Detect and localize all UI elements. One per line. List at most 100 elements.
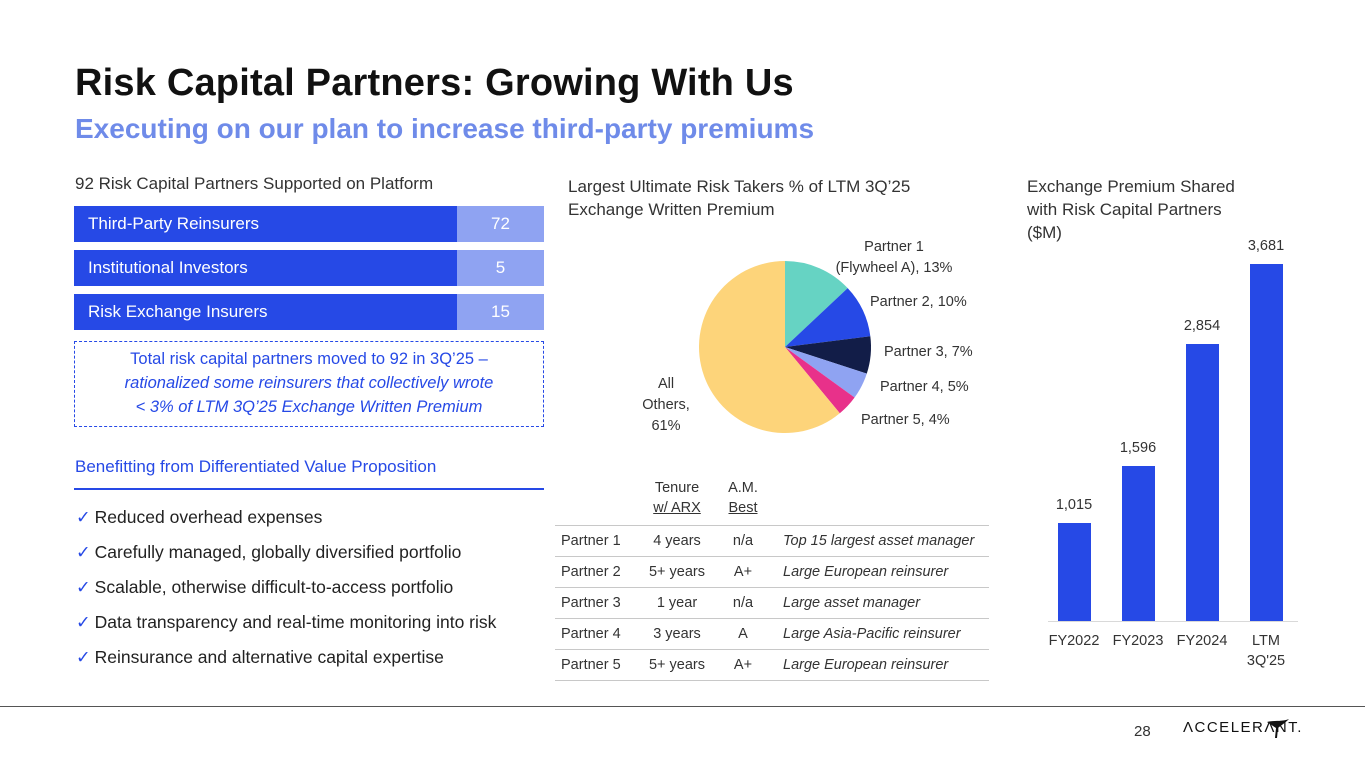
tenure-cell: 1 year bbox=[637, 587, 717, 619]
company-logo: ΛCCELERΛNT. bbox=[1183, 719, 1303, 738]
desc-cell: Large European reinsurer bbox=[769, 556, 989, 588]
benefit-item: ✓ Data transparency and real-time monitor… bbox=[76, 612, 496, 633]
pie-chart bbox=[699, 261, 871, 433]
desc-cell: Large Asia-Pacific reinsurer bbox=[769, 618, 989, 650]
check-icon: ✓ bbox=[76, 507, 91, 527]
benefit-item: ✓ Carefully managed, globally diversified… bbox=[76, 542, 461, 563]
benefit-text: Carefully managed, globally diversified … bbox=[94, 542, 462, 562]
bar-category-label: FY2022 bbox=[1048, 633, 1100, 649]
benefit-item: ✓ Reinsurance and alternative capital exp… bbox=[76, 647, 444, 668]
rating-cell: A bbox=[717, 618, 769, 650]
bar-category-label: FY2024 bbox=[1176, 633, 1228, 649]
partner-type-count: 5 bbox=[457, 250, 544, 286]
bar-ltm-3q25 bbox=[1249, 264, 1283, 621]
pie-label-partner-1: Partner 1 (Flywheel A), 13% bbox=[832, 237, 956, 279]
note-line: < 3% of LTM 3Q’25 Exchange Written Premi… bbox=[135, 398, 483, 416]
pie-label-others: All Others, 61% bbox=[630, 374, 702, 437]
pie-slice-partner-1-flywheel-a bbox=[785, 261, 848, 347]
pie-slice-partner-4 bbox=[785, 347, 867, 398]
note-line: Total risk capital partners moved to 92 … bbox=[130, 350, 488, 368]
partner-type-count: 15 bbox=[457, 294, 544, 330]
table-row: Partner 4 3 years A Large Asia-Pacific r… bbox=[555, 618, 989, 650]
page-title: Risk Capital Partners: Growing With Us bbox=[75, 62, 794, 104]
partner-cell: Partner 1 bbox=[555, 525, 637, 557]
pie-label-line: 61% bbox=[651, 418, 681, 434]
table-row: Partner 3 1 year n/a Large asset manager bbox=[555, 587, 989, 619]
pie-label-line: Others, bbox=[642, 397, 690, 413]
pie-label-partner-2: Partner 2, 10% bbox=[870, 294, 967, 310]
rating-cell: n/a bbox=[717, 587, 769, 619]
benefit-text: Reinsurance and alternative capital expe… bbox=[94, 647, 444, 667]
bar-category-label: FY2023 bbox=[1112, 633, 1164, 649]
partner-type-label: Institutional Investors bbox=[74, 250, 457, 286]
pie-slice-partner-5 bbox=[785, 347, 855, 414]
pie-heading-line: Exchange Written Premium bbox=[568, 200, 775, 219]
bar-value-label: 3,681 bbox=[1247, 238, 1285, 254]
pie-slice-partner-2 bbox=[785, 288, 871, 347]
divider bbox=[74, 488, 544, 490]
benefit-text: Data transparency and real-time monitori… bbox=[94, 612, 497, 632]
bar-axis-line bbox=[1048, 621, 1298, 622]
page-subtitle: Executing on our plan to increase third-… bbox=[75, 113, 815, 144]
benefit-item: ✓ Scalable, otherwise difficult-to-access… bbox=[76, 577, 453, 598]
desc-cell: Top 15 largest asset manager bbox=[769, 525, 989, 557]
partner-cell: Partner 3 bbox=[555, 587, 637, 619]
partner-type-label: Third-Party Reinsurers bbox=[74, 206, 457, 242]
bar-category-line: 3Q'25 bbox=[1246, 653, 1286, 669]
table-header-row: Tenure w/ ARX A.M. Best bbox=[555, 478, 989, 526]
table-header-desc bbox=[769, 478, 989, 526]
note-line: rationalized some reinsurers that collec… bbox=[124, 374, 494, 392]
bar-heading-line: ($M) bbox=[1027, 223, 1062, 242]
pie-label-partner-3: Partner 3, 7% bbox=[884, 344, 973, 360]
bar-fy2023 bbox=[1121, 466, 1155, 621]
check-icon: ✓ bbox=[76, 542, 91, 562]
table-row: Partner 5 5+ years A+ Large European rei… bbox=[555, 649, 989, 681]
tenure-cell: 3 years bbox=[637, 618, 717, 650]
bar-fy2022 bbox=[1057, 522, 1091, 621]
partner-type-label: Risk Exchange Insurers bbox=[74, 294, 457, 330]
pie-heading: Largest Ultimate Risk Takers % of LTM 3Q… bbox=[568, 175, 910, 221]
bar-heading: Exchange Premium Shared with Risk Capita… bbox=[1027, 175, 1235, 244]
pie-label-line: Partner 1 bbox=[864, 239, 924, 255]
footer-divider bbox=[0, 706, 1365, 707]
bar-category-label: LTM 3Q'25 bbox=[1230, 631, 1302, 671]
header-line: w/ ARX bbox=[653, 500, 701, 516]
partner-cell: Partner 2 bbox=[555, 556, 637, 588]
benefit-text: Reduced overhead expenses bbox=[94, 507, 323, 527]
pie-slice-all-others bbox=[699, 261, 840, 433]
partner-cell: Partner 5 bbox=[555, 649, 637, 681]
partner-type-row: Risk Exchange Insurers 15 bbox=[74, 294, 544, 330]
bar-fy2024 bbox=[1185, 344, 1219, 621]
tenure-cell: 5+ years bbox=[637, 556, 717, 588]
check-icon: ✓ bbox=[76, 577, 91, 597]
tenure-cell: 4 years bbox=[637, 525, 717, 557]
bar-chart: 1,015 1,596 2,854 3,681 FY2022 FY2023 FY… bbox=[1040, 230, 1300, 690]
partner-table: Tenure w/ ARX A.M. Best Partner 1 4 year… bbox=[555, 478, 989, 681]
check-icon: ✓ bbox=[76, 612, 91, 632]
tenure-cell: 5+ years bbox=[637, 649, 717, 681]
partner-type-row: Institutional Investors 5 bbox=[74, 250, 544, 286]
pie-label-line: All bbox=[657, 376, 675, 392]
bar-heading-line: Exchange Premium Shared bbox=[1027, 177, 1235, 196]
page-number: 28 bbox=[1134, 723, 1151, 740]
benefit-item: ✓ Reduced overhead expenses bbox=[76, 507, 322, 528]
check-icon: ✓ bbox=[76, 647, 91, 667]
callout-note: Total risk capital partners moved to 92 … bbox=[74, 341, 544, 427]
header-line: Best bbox=[728, 500, 758, 516]
bar-value-label: 1,596 bbox=[1119, 440, 1157, 457]
pie-heading-line: Largest Ultimate Risk Takers % of LTM 3Q… bbox=[568, 177, 911, 196]
bar-heading-line: with Risk Capital Partners bbox=[1027, 200, 1222, 219]
desc-cell: Large asset manager bbox=[769, 587, 989, 619]
bar-value-label: 1,015 bbox=[1055, 496, 1093, 513]
partner-type-count: 72 bbox=[457, 206, 544, 242]
table-row: Partner 2 5+ years A+ Large European rei… bbox=[555, 556, 989, 588]
partner-cell: Partner 4 bbox=[555, 618, 637, 650]
table-header-blank bbox=[555, 478, 637, 526]
benefits-heading: Benefitting from Differentiated Value Pr… bbox=[75, 457, 437, 476]
header-line: Tenure bbox=[654, 480, 700, 496]
bar-category-line: LTM bbox=[1252, 633, 1280, 649]
pie-label-partner-5: Partner 5, 4% bbox=[861, 412, 950, 428]
table-row: Partner 1 4 years n/a Top 15 largest ass… bbox=[555, 525, 989, 557]
partner-type-row: Third-Party Reinsurers 72 bbox=[74, 206, 544, 242]
desc-cell: Large European reinsurer bbox=[769, 649, 989, 681]
